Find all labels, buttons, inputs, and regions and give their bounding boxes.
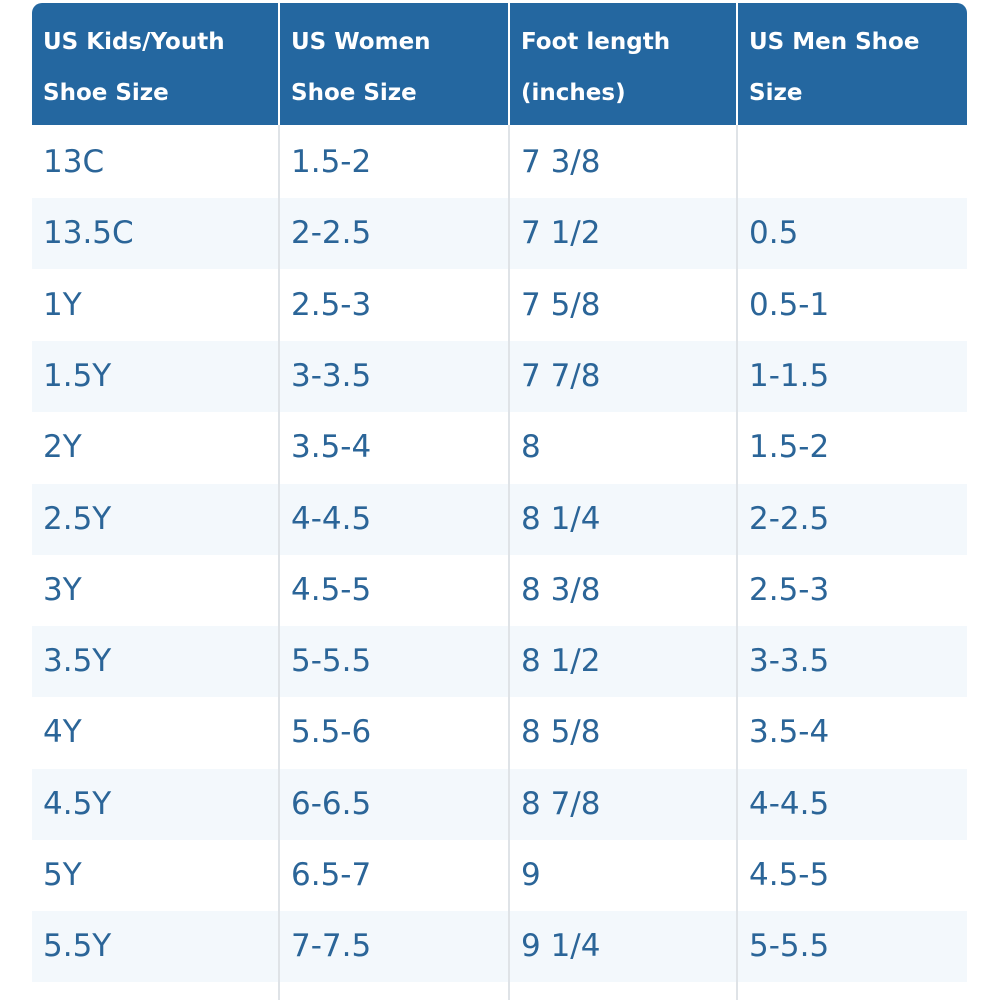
header-text: Size bbox=[749, 80, 803, 106]
header-text: US Kids/Youth bbox=[43, 29, 225, 55]
table-cell: 5-5.5 bbox=[291, 643, 372, 680]
table-cell: 13C bbox=[43, 144, 105, 180]
table-cell: 1.5-2 bbox=[749, 429, 830, 466]
table-row: 13.5C 2-2.5 7 1/2 0.5 bbox=[32, 198, 967, 270]
table-cell: 1-1.5 bbox=[749, 357, 830, 394]
table-cell: 3.5Y bbox=[43, 643, 112, 680]
table-cell: 4.5-5 bbox=[749, 857, 830, 893]
column-divider bbox=[278, 125, 280, 1000]
table-cell: 4Y bbox=[43, 714, 82, 751]
table-cell: 3-3.5 bbox=[291, 357, 372, 394]
table-row: 13C 1.5-2 7 3/8 bbox=[32, 127, 967, 198]
table-cell: 6-6.5 bbox=[291, 785, 372, 822]
header-text: US Women bbox=[291, 29, 431, 55]
table-cell: 2.5-3 bbox=[749, 571, 830, 608]
table-cell: 8 1/4 bbox=[521, 500, 601, 537]
table-cell: 4.5-5 bbox=[291, 571, 372, 608]
table-cell: 2Y bbox=[43, 429, 82, 466]
table-cell: 1.5-2 bbox=[291, 144, 372, 180]
table-cell: 2-2.5 bbox=[749, 500, 830, 537]
table-cell: 5.5Y bbox=[43, 928, 112, 965]
header-text: Shoe Size bbox=[291, 80, 417, 106]
header-text: Foot length bbox=[521, 29, 671, 55]
header-text: US Men Shoe bbox=[749, 29, 920, 55]
table-cell: 6.5-7 bbox=[291, 857, 372, 893]
table-row: 5Y 6.5-7 9 4.5-5 bbox=[32, 840, 967, 911]
table-cell: 8 3/8 bbox=[521, 571, 601, 608]
table-row: 2.5Y 4-4.5 8 1/4 2-2.5 bbox=[32, 483, 967, 555]
table-row: 3.5Y 5-5.5 8 1/2 3-3.5 bbox=[32, 626, 967, 698]
table-cell: 3.5-4 bbox=[749, 714, 830, 751]
header-cell: US Men Shoe Size bbox=[738, 3, 967, 125]
table-cell: 4-4.5 bbox=[291, 500, 372, 537]
table-cell: 7 1/2 bbox=[521, 215, 601, 252]
table-cell: 9 1/4 bbox=[521, 928, 601, 965]
table-cell: 8 7/8 bbox=[521, 785, 601, 822]
header-cell: US Women Shoe Size bbox=[280, 3, 508, 125]
table-cell: 13.5C bbox=[43, 215, 134, 252]
table-cell: 7 5/8 bbox=[521, 286, 601, 323]
table-cell: 2-2.5 bbox=[291, 215, 372, 252]
table-cell: 1Y bbox=[43, 286, 82, 323]
table-cell: 1.5Y bbox=[43, 357, 112, 394]
header-cell: US Kids/Youth Shoe Size bbox=[32, 3, 278, 125]
table-cell: 8 bbox=[521, 429, 541, 466]
table-cell: 3-3.5 bbox=[749, 643, 830, 680]
table-cell: 9 bbox=[521, 857, 541, 893]
table-cell: 4.5Y bbox=[43, 785, 112, 822]
column-divider bbox=[508, 125, 510, 1000]
table-cell: 0.5-1 bbox=[749, 286, 830, 323]
header-text: Shoe Size bbox=[43, 80, 169, 106]
table-cell: 5Y bbox=[43, 857, 82, 893]
table-cell: 0.5 bbox=[749, 215, 799, 252]
table-cell: 2.5-3 bbox=[291, 286, 372, 323]
table-row: 5.5Y 7-7.5 9 1/4 5-5.5 bbox=[32, 911, 967, 983]
table-row: 1Y 2.5-3 7 5/8 0.5-1 bbox=[32, 269, 967, 341]
header-cell: Foot length (inches) bbox=[510, 3, 736, 125]
table-row: 4Y 5.5-6 8 5/8 3.5-4 bbox=[32, 697, 967, 769]
table-cell: 7 3/8 bbox=[521, 144, 601, 180]
table-cell: 4-4.5 bbox=[749, 785, 830, 822]
table-row: 4.5Y 6-6.5 8 7/8 4-4.5 bbox=[32, 768, 967, 840]
table-cell: 2.5Y bbox=[43, 500, 112, 537]
table-cell: 8 1/2 bbox=[521, 643, 601, 680]
table-cell: 7 7/8 bbox=[521, 357, 601, 394]
table-cell: 5.5-6 bbox=[291, 714, 372, 751]
column-divider bbox=[736, 125, 738, 1000]
table-cell: 3Y bbox=[43, 571, 82, 608]
header-text: (inches) bbox=[521, 80, 626, 106]
table-row: 3Y 4.5-5 8 3/8 2.5-3 bbox=[32, 554, 967, 626]
table-cell: 3.5-4 bbox=[291, 429, 372, 466]
table-row: 1.5Y 3-3.5 7 7/8 1-1.5 bbox=[32, 340, 967, 412]
table-cell: 5-5.5 bbox=[749, 928, 830, 965]
table-cell: 7-7.5 bbox=[291, 928, 372, 965]
table-cell: 8 5/8 bbox=[521, 714, 601, 751]
table-cell bbox=[738, 127, 967, 198]
table-row: 2Y 3.5-4 8 1.5-2 bbox=[32, 412, 967, 484]
